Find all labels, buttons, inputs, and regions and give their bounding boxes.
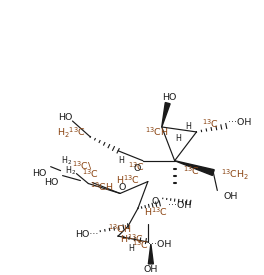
Text: H$_2$$^{13}$C: H$_2$$^{13}$C — [57, 126, 85, 140]
Text: HO: HO — [58, 112, 73, 122]
Text: HO: HO — [32, 169, 47, 178]
Text: OH: OH — [144, 265, 158, 274]
Text: H: H — [118, 156, 124, 165]
Polygon shape — [175, 161, 214, 175]
Text: H$_2$: H$_2$ — [61, 155, 72, 167]
Text: O: O — [118, 183, 126, 192]
Text: $^{13}$CH: $^{13}$CH — [145, 126, 169, 138]
Text: OH: OH — [223, 192, 238, 201]
Text: $^{13}$C\: $^{13}$C\ — [73, 160, 93, 172]
Text: $^{13}$C: $^{13}$C — [82, 167, 99, 180]
Text: $^{13}$C: $^{13}$C — [131, 239, 148, 251]
Polygon shape — [148, 244, 153, 264]
Text: $^{13}$CH: $^{13}$CH — [108, 223, 132, 235]
Text: $^{13}$C: $^{13}$C — [128, 160, 145, 173]
Text: ···OH: ···OH — [148, 240, 171, 249]
Text: H$^{13}$C: H$^{13}$C — [120, 233, 144, 245]
Text: ···OH: ···OH — [168, 201, 191, 210]
Text: ···OH: ···OH — [228, 117, 252, 126]
Text: HO: HO — [163, 93, 177, 102]
Text: HO···: HO··· — [75, 230, 98, 239]
Text: H: H — [176, 134, 182, 143]
Text: O: O — [151, 197, 158, 206]
Text: H: H — [128, 243, 134, 252]
Text: H: H — [186, 122, 191, 131]
Text: O: O — [133, 164, 141, 173]
Text: $^{13}$CH$_2$: $^{13}$CH$_2$ — [221, 167, 249, 182]
Text: H$^{13}$C: H$^{13}$C — [144, 205, 168, 218]
Polygon shape — [162, 103, 170, 127]
Text: H$_2$: H$_2$ — [65, 164, 77, 177]
Text: H$^{13}$C: H$^{13}$C — [116, 173, 140, 186]
Text: $^{13}$C: $^{13}$C — [183, 164, 200, 177]
Text: HO: HO — [44, 178, 59, 187]
Text: $^{13}$CH: $^{13}$CH — [90, 180, 114, 193]
Text: $^{13}$C: $^{13}$C — [202, 118, 219, 130]
